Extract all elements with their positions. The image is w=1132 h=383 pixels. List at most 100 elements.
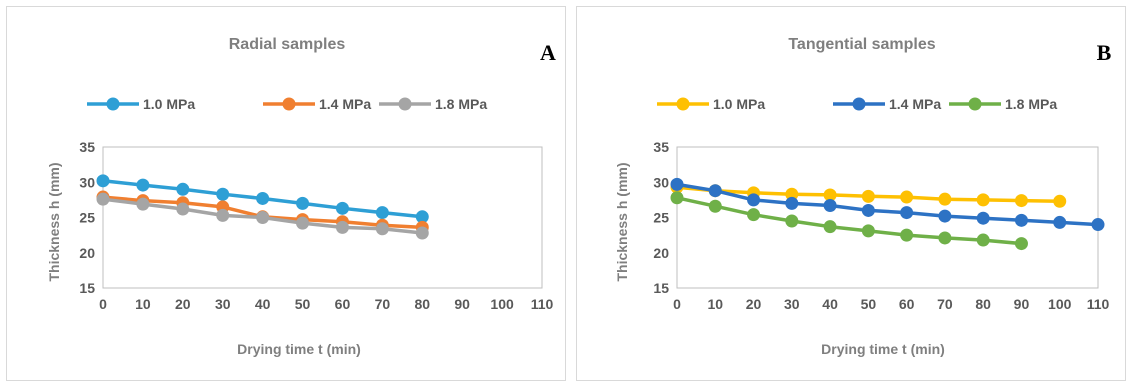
x-tick-label: 110	[531, 296, 554, 312]
data-point	[1014, 194, 1028, 208]
x-tick-label: 100	[1048, 296, 1072, 312]
data-point	[785, 196, 799, 210]
x-tick-label: 80	[414, 296, 430, 312]
x-tick-label: 110	[1087, 296, 1110, 312]
legend-marker	[106, 97, 120, 111]
x-tick-label: 40	[255, 296, 271, 312]
data-point	[823, 220, 837, 234]
x-tick-label: 60	[335, 296, 351, 312]
data-point	[708, 184, 722, 198]
plot-frame	[102, 146, 543, 289]
data-point	[900, 190, 914, 204]
data-point	[670, 177, 684, 191]
x-axis-title: Drying time t (min)	[821, 341, 945, 357]
data-point	[335, 201, 349, 215]
y-tick-label: 35	[79, 139, 95, 155]
legend-label: 1.0 MPa	[713, 96, 765, 112]
chart-title: Tangential samples	[788, 36, 935, 53]
data-point	[415, 226, 429, 240]
data-point	[296, 196, 310, 210]
chart-panel-radial: Radial samples A Drying time t (min) Thi…	[6, 6, 566, 381]
y-tick-label: 25	[653, 210, 669, 226]
panel-label: B	[1097, 40, 1112, 65]
x-tick-label: 70	[375, 296, 391, 312]
data-point	[256, 191, 270, 205]
y-tick-label: 15	[79, 280, 95, 296]
legend-marker	[282, 97, 296, 111]
data-point	[976, 233, 990, 247]
data-point	[216, 187, 230, 201]
legend-marker	[676, 97, 690, 111]
x-tick-label: 90	[454, 296, 470, 312]
data-point	[375, 206, 389, 220]
data-point	[1091, 218, 1105, 232]
x-tick-label: 10	[135, 296, 151, 312]
data-point	[900, 206, 914, 220]
x-tick-label: 60	[899, 296, 915, 312]
data-point	[900, 228, 914, 242]
data-point	[861, 203, 875, 217]
data-point	[415, 210, 429, 224]
data-point	[375, 222, 389, 236]
legend-marker	[398, 97, 412, 111]
x-axis-title: Drying time t (min)	[237, 341, 361, 357]
x-tick-label: 90	[1014, 296, 1030, 312]
plot-area: 15 20 25 30 35 0 10 20 30 40 50 60 70 80 90 100 110 1.0 M…	[79, 96, 553, 312]
y-tick-label: 30	[79, 174, 95, 190]
data-point	[938, 192, 952, 206]
data-point	[1053, 194, 1067, 208]
legend-marker	[852, 97, 866, 111]
data-point	[785, 214, 799, 228]
panel-label: A	[540, 40, 556, 65]
plot-area: 15 20 25 30 35 0 10 20 30 40 50 60 70 80 90 100 110 1.0 M…	[653, 96, 1109, 312]
data-point	[1014, 213, 1028, 227]
data-point	[136, 178, 150, 192]
data-point	[1053, 215, 1067, 229]
data-point	[136, 197, 150, 211]
x-tick-label: 0	[99, 296, 107, 312]
data-point	[670, 191, 684, 205]
y-tick-label: 15	[653, 280, 669, 296]
legend-label: 1.8 MPa	[1005, 96, 1057, 112]
plot-frame	[676, 146, 1099, 289]
data-point	[976, 193, 990, 207]
x-tick-label: 0	[673, 296, 681, 312]
y-tick-label: 30	[653, 174, 669, 190]
x-tick-label: 30	[215, 296, 231, 312]
data-point	[938, 209, 952, 223]
legend-label: 1.4 MPa	[889, 96, 941, 112]
data-point	[256, 211, 270, 224]
data-point	[785, 187, 799, 201]
data-point	[823, 199, 837, 213]
y-tick-label: 20	[79, 245, 95, 261]
data-point	[96, 174, 110, 188]
chart-panel-tangential: Tangential samples B Drying time t (min)…	[576, 6, 1126, 381]
data-point	[176, 182, 190, 196]
x-tick-label: 20	[746, 296, 762, 312]
y-tick-label: 20	[653, 245, 669, 261]
y-tick-label: 25	[79, 210, 95, 226]
data-point	[216, 208, 230, 222]
legend-marker	[968, 97, 982, 111]
x-tick-label: 80	[975, 296, 991, 312]
chart-svg: Radial samples A Drying time t (min) Thi…	[46, 36, 556, 357]
data-point	[176, 202, 190, 216]
data-point	[708, 199, 722, 213]
data-point	[747, 208, 761, 222]
data-point	[747, 193, 761, 207]
data-point	[861, 224, 875, 238]
x-tick-label: 50	[861, 296, 877, 312]
legend-label: 1.0 MPa	[143, 96, 195, 112]
x-tick-label: 50	[295, 296, 311, 312]
chart-title: Radial samples	[229, 36, 346, 53]
legend-label: 1.8 MPa	[435, 96, 487, 112]
x-tick-label: 100	[490, 296, 514, 312]
y-tick-label: 35	[653, 139, 669, 155]
x-tick-label: 20	[175, 296, 191, 312]
series-line	[676, 196, 1022, 246]
x-tick-label: 30	[784, 296, 800, 312]
x-tick-label: 10	[707, 296, 723, 312]
y-axis-title: Thickness h (mm)	[614, 162, 630, 281]
data-point	[938, 231, 952, 245]
y-axis-title: Thickness h (mm)	[46, 162, 62, 281]
